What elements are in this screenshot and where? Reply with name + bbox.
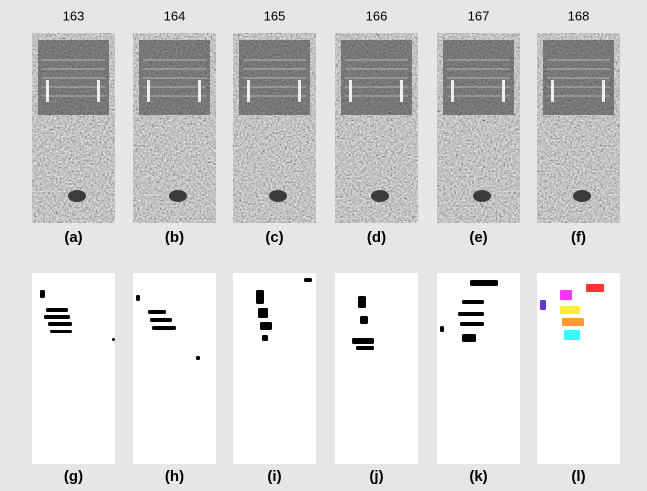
frame-number: 163	[63, 8, 85, 23]
mask-blob	[256, 290, 264, 304]
mask-blob	[48, 322, 72, 326]
mask-image	[32, 273, 115, 464]
figure: 163 (a) (g) 164 (b) (h) 165 (c) (i) 166 (d) (j) 167 (…	[0, 0, 647, 491]
dark-spot	[371, 190, 389, 202]
panel-label: (j)	[369, 468, 383, 485]
frame-number: 167	[468, 8, 490, 23]
mask-blob	[262, 335, 268, 341]
mask-image	[233, 273, 316, 464]
frame-number: 165	[264, 8, 286, 23]
mask-frame	[537, 273, 620, 464]
mask-image	[537, 273, 620, 464]
mask-blob	[460, 322, 484, 326]
mask-blob	[304, 278, 312, 282]
mask-blob	[148, 310, 166, 314]
mask-blob	[440, 326, 444, 332]
mask-blob	[152, 326, 176, 330]
mask-blob	[356, 346, 374, 350]
mask-blob	[462, 300, 484, 304]
mask-blob	[458, 312, 484, 316]
mask-frame	[133, 273, 216, 464]
panel-label: (a)	[64, 229, 82, 246]
mask-image	[133, 273, 216, 464]
mask-blob	[586, 284, 604, 292]
video-frame	[335, 33, 418, 223]
video-frame	[233, 33, 316, 223]
mask-blob	[540, 300, 546, 310]
mask-blob	[260, 322, 272, 330]
panel-label: (f)	[571, 229, 586, 246]
post	[451, 80, 454, 102]
post	[602, 80, 605, 102]
post	[400, 80, 403, 102]
frame-number: 164	[164, 8, 186, 23]
mask-blob	[352, 338, 374, 344]
mask-blob	[462, 334, 476, 342]
mask-blob	[560, 290, 572, 300]
dark-spot	[573, 190, 591, 202]
panel-label: (i)	[267, 468, 281, 485]
frame-number: 168	[568, 8, 590, 23]
mask-blob	[50, 330, 72, 333]
video-frame	[133, 33, 216, 223]
dark-spot	[68, 190, 86, 202]
mask-blob	[258, 308, 268, 318]
video-frame	[537, 33, 620, 223]
mask-frame	[335, 273, 418, 464]
panel-label: (e)	[469, 229, 487, 246]
post	[46, 80, 49, 102]
mask-blob	[46, 308, 68, 312]
post	[198, 80, 201, 102]
video-frame	[437, 33, 520, 223]
mask-blob	[44, 315, 70, 319]
panel-label: (h)	[165, 468, 184, 485]
post	[349, 80, 352, 102]
panel-label: (d)	[367, 229, 386, 246]
mask-blob	[560, 306, 580, 314]
panel-label: (c)	[265, 229, 283, 246]
mask-blob	[564, 330, 580, 340]
mask-blob	[562, 318, 584, 326]
panel-label: (b)	[165, 229, 184, 246]
video-frame	[32, 33, 115, 223]
mask-frame	[32, 273, 115, 464]
post	[298, 80, 301, 102]
mask-image	[335, 273, 418, 464]
mask-blob	[358, 296, 366, 308]
mask-blob	[136, 295, 140, 301]
mask-blob	[196, 356, 200, 360]
frame-number: 166	[366, 8, 388, 23]
mask-blob	[40, 290, 45, 298]
post	[147, 80, 150, 102]
dark-spot	[169, 190, 187, 202]
mask-blob	[112, 338, 115, 341]
post	[502, 80, 505, 102]
post	[247, 80, 250, 102]
mask-blob	[470, 280, 498, 286]
panel-label: (k)	[469, 468, 487, 485]
dark-spot	[473, 190, 491, 202]
mask-blob	[360, 316, 368, 324]
mask-blob	[150, 318, 172, 322]
dark-spot	[269, 190, 287, 202]
mask-frame	[233, 273, 316, 464]
post	[97, 80, 100, 102]
panel-label: (l)	[571, 468, 585, 485]
panel-label: (g)	[64, 468, 83, 485]
mask-frame	[437, 273, 520, 464]
post	[551, 80, 554, 102]
